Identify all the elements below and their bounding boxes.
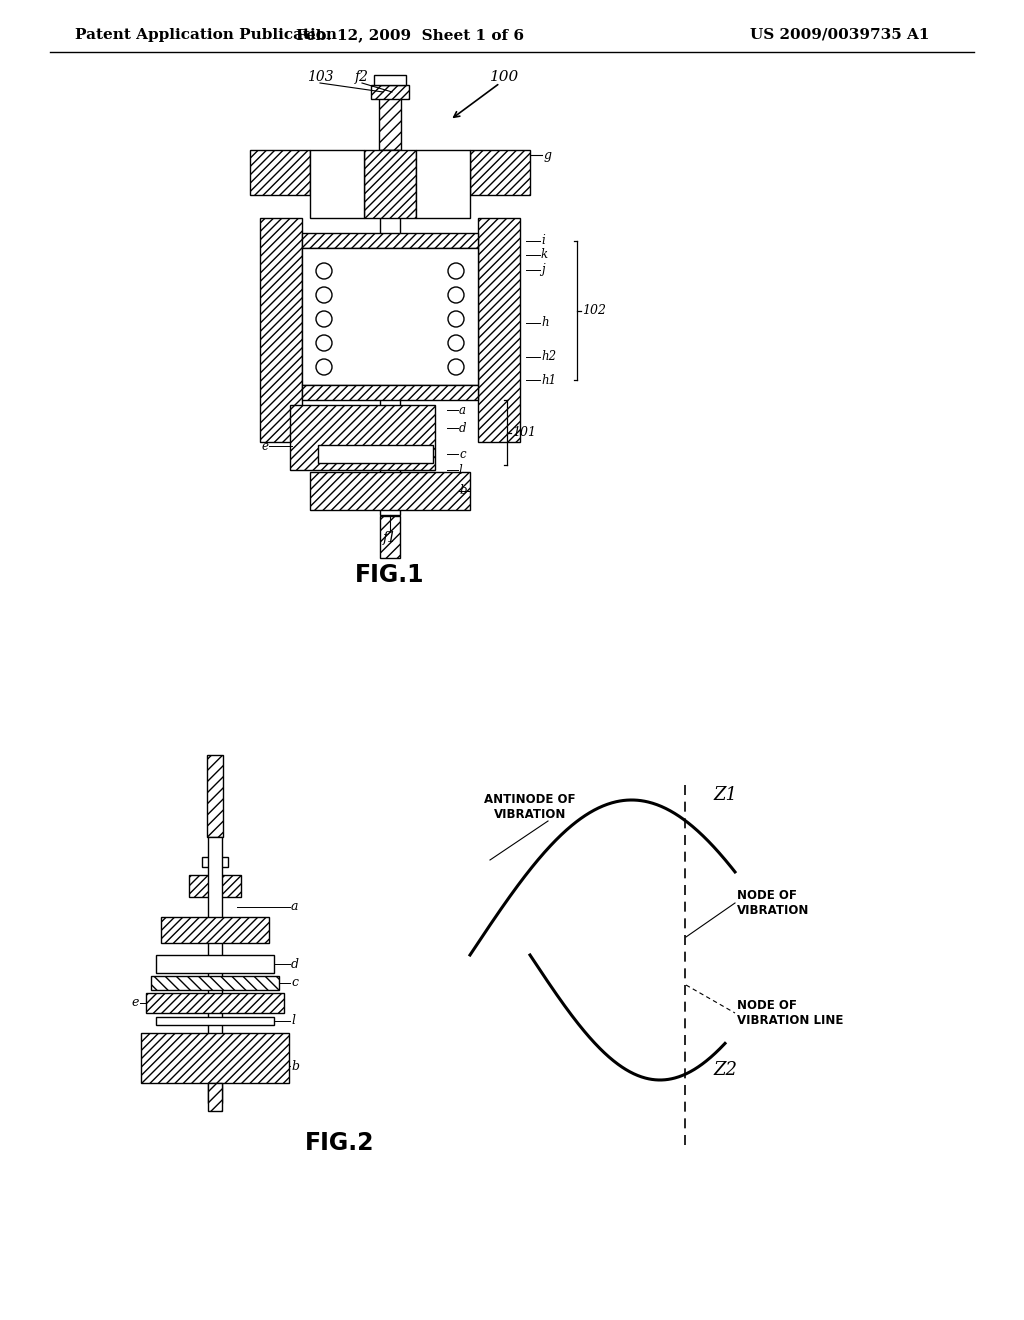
Text: h: h — [541, 317, 549, 330]
Text: e: e — [132, 997, 139, 1010]
Bar — [156, 954, 274, 973]
Bar — [250, 150, 310, 195]
Bar — [161, 917, 269, 942]
Text: NODE OF
VIBRATION: NODE OF VIBRATION — [737, 888, 809, 917]
Text: h1: h1 — [541, 374, 556, 387]
Bar — [374, 75, 406, 84]
Bar — [310, 473, 470, 510]
Text: Z1: Z1 — [713, 785, 737, 804]
Bar — [379, 95, 401, 150]
Text: Z2: Z2 — [713, 1061, 737, 1078]
Text: a: a — [459, 404, 466, 417]
Text: h2: h2 — [541, 351, 556, 363]
Text: d: d — [291, 957, 299, 970]
Text: j: j — [541, 264, 545, 276]
Text: 103: 103 — [306, 70, 334, 84]
Bar — [260, 218, 302, 442]
Text: l: l — [459, 463, 463, 477]
Bar — [202, 857, 228, 867]
Bar — [208, 837, 222, 1104]
Text: FIG.2: FIG.2 — [305, 1131, 375, 1155]
Text: d: d — [459, 421, 467, 434]
Bar — [478, 218, 520, 442]
Text: i: i — [541, 235, 545, 248]
Text: Feb. 12, 2009  Sheet 1 of 6: Feb. 12, 2009 Sheet 1 of 6 — [296, 28, 524, 42]
Text: b: b — [459, 484, 467, 498]
Text: US 2009/0039735 A1: US 2009/0039735 A1 — [750, 28, 930, 42]
Bar — [302, 234, 478, 248]
Bar — [189, 875, 241, 898]
Bar — [310, 150, 364, 218]
Text: f1: f1 — [383, 531, 397, 545]
Bar — [302, 248, 478, 385]
Text: a: a — [291, 900, 299, 913]
Bar — [380, 516, 400, 558]
Text: e: e — [261, 440, 268, 453]
Text: g: g — [544, 149, 552, 161]
Text: FIG.1: FIG.1 — [355, 564, 425, 587]
Text: l: l — [291, 1015, 295, 1027]
Bar — [416, 150, 470, 218]
Text: NODE OF
VIBRATION LINE: NODE OF VIBRATION LINE — [737, 999, 844, 1027]
Bar — [470, 150, 530, 195]
Text: 101: 101 — [512, 426, 536, 440]
Text: k: k — [541, 248, 548, 261]
Text: 100: 100 — [490, 70, 519, 84]
Bar — [156, 1016, 274, 1026]
Text: c: c — [459, 447, 466, 461]
Bar — [207, 755, 223, 837]
Text: f2: f2 — [355, 70, 369, 84]
Text: ANTINODE OF
VIBRATION: ANTINODE OF VIBRATION — [484, 793, 575, 821]
Bar — [141, 1034, 289, 1082]
Bar — [371, 84, 409, 99]
Bar — [302, 385, 478, 400]
Text: c: c — [291, 977, 298, 990]
Bar — [208, 1082, 222, 1111]
Bar — [151, 975, 279, 990]
Bar — [318, 445, 433, 463]
Text: 102: 102 — [582, 304, 606, 317]
Bar — [364, 150, 416, 218]
Bar — [380, 150, 400, 515]
Bar — [146, 993, 284, 1012]
Text: Patent Application Publication: Patent Application Publication — [75, 28, 337, 42]
Text: b: b — [291, 1060, 299, 1073]
Bar — [290, 405, 435, 470]
